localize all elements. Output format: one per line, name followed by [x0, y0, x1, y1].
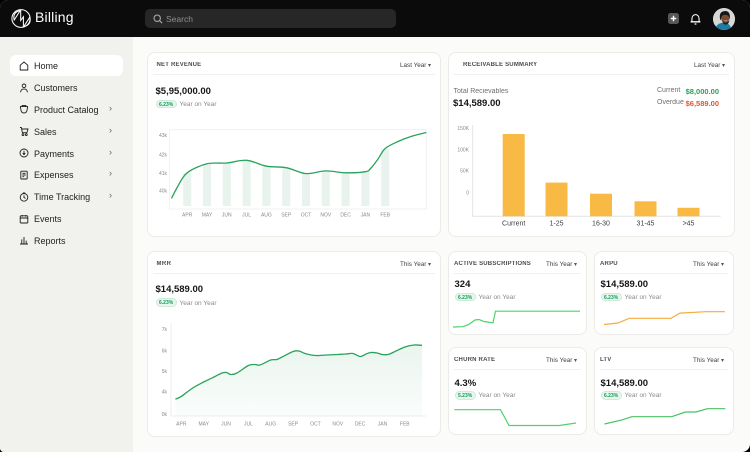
svg-text:MAY: MAY	[198, 422, 209, 428]
svg-text:5k: 5k	[162, 369, 168, 375]
svg-text:SEP: SEP	[281, 212, 292, 218]
svg-text:MAY: MAY	[202, 212, 213, 218]
svg-text:AUG: AUG	[261, 212, 272, 218]
svg-text:40k: 40k	[159, 189, 168, 195]
svg-text:DEC: DEC	[340, 212, 351, 218]
svg-text:OCT: OCT	[310, 422, 321, 428]
svg-text:APR: APR	[176, 422, 187, 428]
svg-text:16-30: 16-30	[592, 221, 610, 228]
svg-text:4k: 4k	[162, 389, 168, 395]
svg-text:0k: 0k	[162, 412, 168, 418]
svg-text:0: 0	[466, 191, 469, 197]
svg-text:JUL: JUL	[244, 422, 253, 428]
svg-text:41k: 41k	[159, 171, 168, 177]
svg-text:APR: APR	[182, 212, 193, 218]
svg-text:100K: 100K	[457, 148, 469, 154]
svg-text:150K: 150K	[457, 126, 469, 132]
svg-text:OCT: OCT	[301, 212, 312, 218]
svg-text:6k: 6k	[162, 349, 168, 355]
svg-text:FEB: FEB	[400, 422, 410, 428]
svg-text:7k: 7k	[162, 327, 168, 333]
svg-text:43k: 43k	[159, 133, 168, 139]
svg-text:JUL: JUL	[242, 212, 251, 218]
svg-text:JAN: JAN	[378, 422, 388, 428]
svg-text:JAN: JAN	[361, 212, 371, 218]
svg-text:50K: 50K	[460, 169, 470, 175]
svg-text:NOV: NOV	[320, 212, 332, 218]
svg-text:SEP: SEP	[288, 422, 299, 428]
svg-text:NOV: NOV	[332, 422, 344, 428]
svg-text:JUN: JUN	[222, 212, 232, 218]
svg-text:>45: >45	[683, 221, 695, 228]
svg-text:AUG: AUG	[265, 422, 276, 428]
svg-text:Current: Current	[502, 221, 525, 228]
svg-text:1-25: 1-25	[549, 221, 563, 228]
svg-text:31-45: 31-45	[637, 221, 655, 228]
svg-text:DEC: DEC	[355, 422, 366, 428]
svg-text:FEB: FEB	[380, 212, 390, 218]
svg-text:JUN: JUN	[221, 422, 231, 428]
svg-text:42k: 42k	[159, 152, 168, 158]
